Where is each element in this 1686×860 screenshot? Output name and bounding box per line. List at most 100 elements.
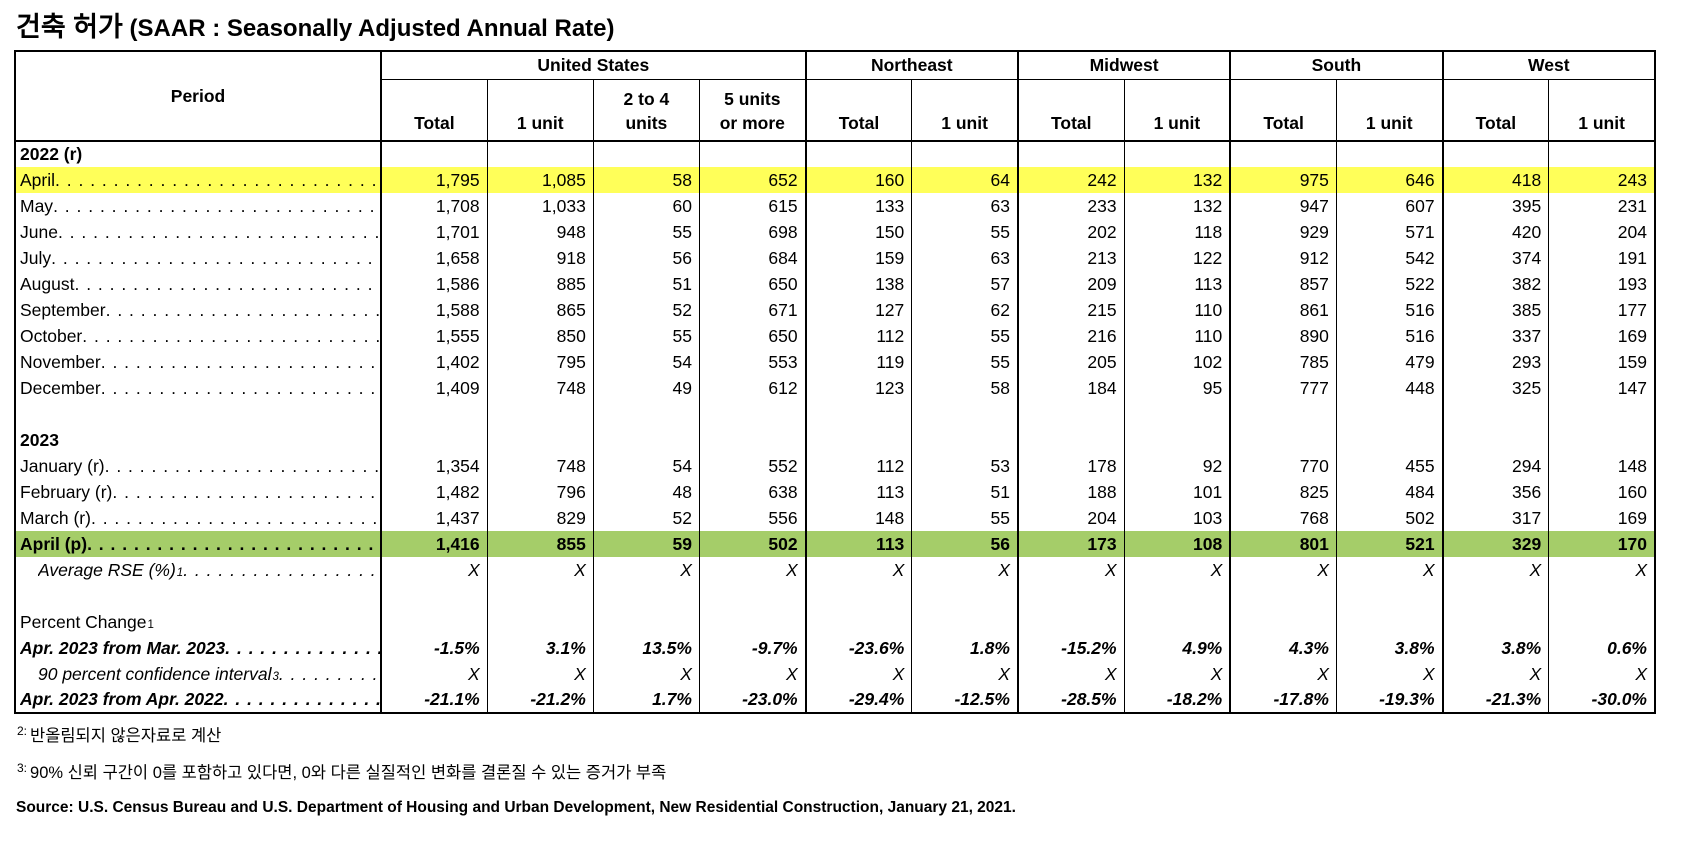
value-cell	[1123, 427, 1231, 454]
value-cell: 748	[486, 375, 594, 402]
table-body: 2022 (r)April1,7951,08558652160642421329…	[14, 141, 1655, 714]
period-cell: March (r)	[14, 505, 381, 532]
period-cell: October	[14, 323, 381, 350]
value-cell: X	[804, 661, 912, 688]
value-cell: 1,085	[486, 167, 594, 194]
value-cell: 191	[1548, 245, 1655, 272]
value-cell: 113	[804, 479, 912, 506]
value-cell: 64	[911, 167, 1018, 194]
value-cell: 103	[1123, 505, 1231, 532]
value-cell: 110	[1123, 297, 1231, 324]
value-cell: 170	[1548, 531, 1655, 558]
period-label: January (r)	[20, 455, 105, 476]
title-korean: 건축 허가	[16, 12, 123, 42]
dot-leader	[82, 326, 380, 347]
value-cell: X	[1441, 661, 1549, 688]
value-cell: X	[1229, 557, 1337, 584]
value-cell: 215	[1016, 297, 1125, 324]
value-cell: 861	[1229, 297, 1337, 324]
col-w-1unit: 1 unit	[1548, 79, 1655, 143]
value-cell: X	[1123, 557, 1231, 584]
value-cell: 516	[1335, 297, 1443, 324]
value-cell: 13.5%	[592, 635, 700, 662]
period-label: October	[20, 325, 83, 346]
value-cell: -15.2%	[1016, 635, 1125, 662]
value-cell: 132	[1123, 193, 1231, 220]
value-cell: 112	[804, 323, 912, 350]
value-cell: 825	[1229, 479, 1337, 506]
value-cell: 169	[1548, 505, 1655, 532]
value-cell: 52	[592, 297, 700, 324]
dot-leader	[225, 638, 380, 659]
value-cell: X	[1016, 661, 1125, 688]
value-cell: 148	[1548, 453, 1655, 480]
column-header-row: Total 1 unit 2 to 4 units 5 units or mor…	[15, 79, 1655, 143]
value-cell: 58	[911, 375, 1018, 402]
period-cell: December	[14, 375, 381, 402]
value-cell: 294	[1441, 453, 1549, 480]
value-cell: -9.7%	[698, 635, 806, 662]
col-ne-total: Total	[804, 79, 912, 143]
value-cell: X	[379, 557, 488, 584]
table-row: April 1,7951,0855865216064242132975646418…	[14, 167, 1655, 194]
value-cell: -29.4%	[804, 687, 912, 714]
value-cell: 52	[592, 505, 700, 532]
value-cell	[698, 609, 806, 636]
period-cell: June	[14, 219, 381, 246]
value-cell: -17.8%	[1229, 687, 1337, 714]
spacer-row	[14, 401, 1655, 428]
period-label: June	[20, 221, 58, 242]
dot-leader	[106, 300, 380, 321]
permits-table: Period United States Northeast Midwest S…	[14, 50, 1656, 715]
value-cell: 325	[1441, 375, 1549, 402]
value-cell: 1,708	[379, 193, 488, 220]
value-cell: -30.0%	[1548, 687, 1655, 714]
value-cell	[804, 609, 912, 636]
table-row: January (r) 1,354748545521125317892770455…	[14, 453, 1655, 480]
value-cell: 571	[1335, 219, 1443, 246]
value-cell: 55	[592, 219, 700, 246]
value-cell: 159	[804, 245, 912, 272]
value-cell: 918	[486, 245, 594, 272]
value-cell	[804, 427, 912, 454]
value-cell	[379, 141, 488, 168]
value-cell: 865	[486, 297, 594, 324]
dot-leader	[224, 689, 380, 710]
footnote-3-text: 90% 신뢰 구간이 0를 포함하고 있다면, 0와 다른 실질적인 변화를 결…	[30, 764, 667, 783]
value-cell: 975	[1229, 167, 1337, 194]
value-cell: 193	[1548, 271, 1655, 298]
value-cell: 650	[698, 323, 806, 350]
footnote-2-text: 반올림되지 않은자료로 계산	[30, 727, 222, 746]
table-row: October1,5558505565011255216110890516337…	[14, 323, 1655, 350]
period-cell: April	[14, 167, 381, 194]
value-cell: X	[1335, 661, 1443, 688]
value-cell	[698, 141, 806, 168]
value-cell: 1,402	[379, 349, 488, 376]
value-cell: 202	[1016, 219, 1125, 246]
value-cell: 56	[911, 531, 1018, 558]
value-cell: 418	[1441, 167, 1549, 194]
col-us-total: Total	[379, 79, 488, 143]
period-cell: April (p)	[14, 531, 381, 558]
value-cell: 57	[911, 271, 1018, 298]
value-cell: 160	[1548, 479, 1655, 506]
period-label: Average RSE (%)	[38, 559, 176, 580]
value-cell: 54	[592, 453, 700, 480]
value-cell: 522	[1335, 271, 1443, 298]
page-title: 건축 허가 (SAAR : Seasonally Adjusted Annual…	[16, 8, 1686, 43]
value-cell: 698	[698, 219, 806, 246]
value-cell: 54	[592, 349, 700, 376]
section-row: 2023	[14, 427, 1655, 454]
spacer-row	[14, 583, 1655, 610]
period-cell: May	[14, 193, 381, 220]
value-cell: 615	[698, 193, 806, 220]
value-cell	[486, 141, 594, 168]
value-cell: 160	[804, 167, 912, 194]
value-cell: 231	[1548, 193, 1655, 220]
value-cell	[1335, 609, 1443, 636]
value-cell	[1335, 401, 1443, 428]
value-cell: 420	[1441, 219, 1549, 246]
value-cell: 63	[911, 193, 1018, 220]
value-cell: 138	[804, 271, 912, 298]
value-cell: 55	[911, 505, 1018, 532]
